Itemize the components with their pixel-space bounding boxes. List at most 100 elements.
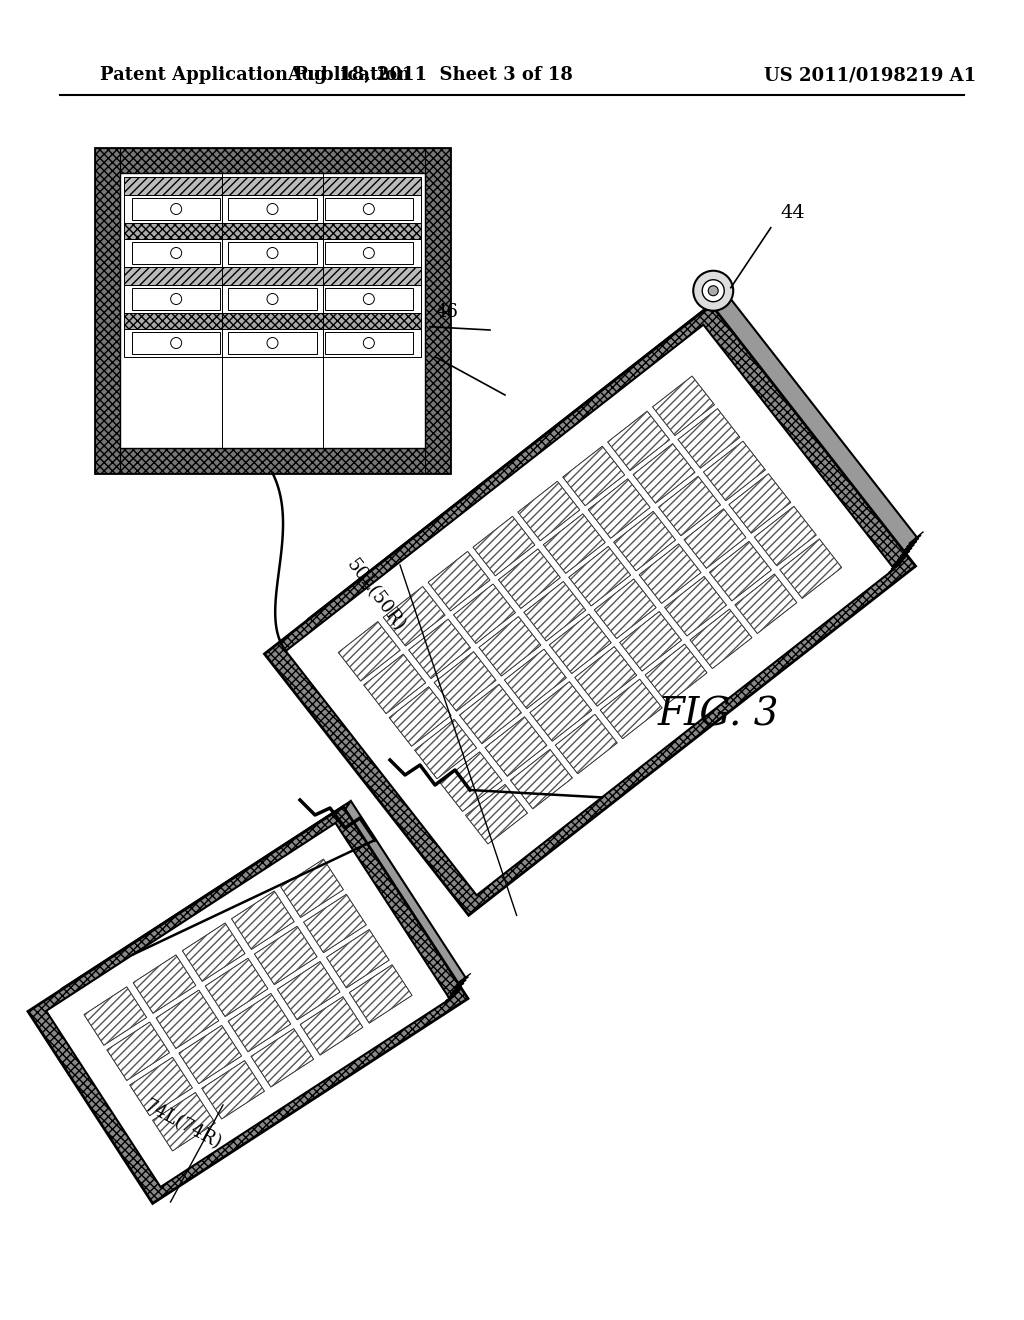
Polygon shape [434, 652, 496, 711]
Polygon shape [499, 549, 560, 609]
Polygon shape [28, 807, 468, 1204]
Polygon shape [665, 577, 726, 636]
Text: Patent Application Publication: Patent Application Publication [100, 66, 411, 84]
Bar [228, 288, 316, 310]
Bar [124, 177, 421, 195]
Polygon shape [652, 376, 715, 436]
Bar [425, 148, 450, 473]
Polygon shape [130, 1057, 193, 1115]
Polygon shape [454, 583, 515, 644]
Polygon shape [710, 541, 771, 601]
Polygon shape [466, 784, 527, 843]
Polygon shape [684, 508, 745, 569]
Polygon shape [338, 622, 400, 681]
Bar [124, 223, 421, 239]
Circle shape [171, 203, 181, 214]
Polygon shape [563, 446, 625, 506]
Bar [325, 198, 413, 220]
Bar [95, 148, 450, 473]
Polygon shape [182, 923, 245, 981]
Polygon shape [639, 544, 701, 603]
Circle shape [267, 248, 278, 259]
Polygon shape [336, 801, 465, 999]
Polygon shape [479, 616, 541, 676]
Circle shape [171, 338, 181, 348]
Circle shape [364, 293, 375, 305]
Bar [132, 288, 220, 310]
Polygon shape [555, 714, 617, 774]
Text: FIG. 3: FIG. 3 [657, 697, 778, 734]
Polygon shape [735, 574, 797, 634]
Text: 44: 44 [780, 203, 806, 222]
Polygon shape [505, 649, 566, 709]
Polygon shape [251, 1028, 313, 1088]
Bar [95, 148, 120, 473]
Bar [132, 242, 220, 264]
Circle shape [693, 271, 733, 310]
Bar [120, 173, 425, 447]
Polygon shape [658, 477, 721, 536]
Polygon shape [179, 1026, 242, 1084]
Polygon shape [594, 579, 656, 639]
Circle shape [171, 293, 181, 305]
Polygon shape [231, 891, 294, 949]
Polygon shape [613, 511, 676, 570]
Text: Aug. 18, 2011  Sheet 3 of 18: Aug. 18, 2011 Sheet 3 of 18 [287, 66, 573, 84]
Text: 50L(50R): 50L(50R) [342, 556, 408, 635]
Polygon shape [281, 859, 343, 917]
Polygon shape [607, 411, 670, 471]
Bar [228, 242, 316, 264]
Bar [325, 288, 413, 310]
Polygon shape [205, 958, 268, 1016]
Polygon shape [409, 619, 471, 678]
Circle shape [364, 203, 375, 214]
Polygon shape [729, 474, 791, 533]
Polygon shape [327, 929, 389, 987]
Polygon shape [568, 546, 631, 606]
Polygon shape [286, 325, 894, 895]
Polygon shape [678, 409, 740, 469]
Circle shape [171, 248, 181, 259]
Polygon shape [278, 961, 340, 1020]
Bar [132, 333, 220, 354]
Polygon shape [254, 927, 317, 985]
Polygon shape [440, 752, 502, 812]
Bar [228, 333, 316, 354]
Polygon shape [460, 684, 521, 743]
Bar [124, 285, 421, 313]
Polygon shape [156, 990, 219, 1048]
Polygon shape [620, 611, 682, 671]
Polygon shape [645, 644, 707, 704]
Circle shape [267, 203, 278, 214]
Polygon shape [703, 441, 765, 500]
Polygon shape [633, 444, 695, 503]
Polygon shape [549, 614, 611, 673]
Polygon shape [46, 801, 351, 1011]
Text: 46: 46 [435, 302, 458, 321]
Bar [228, 198, 316, 220]
Polygon shape [364, 655, 426, 714]
Bar [325, 242, 413, 264]
Circle shape [702, 280, 724, 302]
Polygon shape [303, 894, 367, 953]
Bar [124, 329, 421, 356]
Polygon shape [202, 1060, 264, 1119]
Polygon shape [84, 987, 146, 1045]
Polygon shape [46, 822, 450, 1187]
Polygon shape [588, 479, 650, 539]
Polygon shape [780, 539, 842, 598]
Text: 74L(74R): 74L(74R) [141, 1097, 224, 1152]
Bar [95, 447, 450, 473]
Bar [132, 198, 220, 220]
Polygon shape [755, 507, 816, 566]
Polygon shape [415, 719, 476, 779]
Polygon shape [473, 516, 535, 576]
Bar [124, 195, 421, 223]
Polygon shape [574, 647, 637, 706]
Text: US 2011/0198219 A1: US 2011/0198219 A1 [764, 66, 976, 84]
Polygon shape [703, 293, 916, 569]
Polygon shape [690, 609, 752, 668]
Circle shape [364, 338, 375, 348]
Polygon shape [286, 293, 726, 651]
Circle shape [364, 248, 375, 259]
